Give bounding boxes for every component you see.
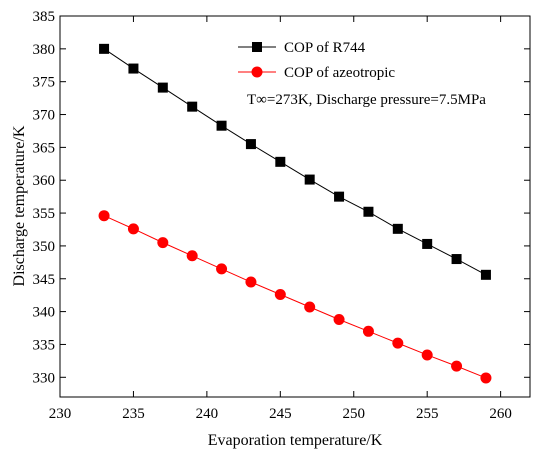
x-tick-label: 235: [122, 406, 145, 422]
series-layer: [98, 43, 492, 384]
data-point-circle: [127, 223, 139, 235]
data-point-circle: [333, 313, 345, 325]
data-point-circle: [245, 276, 257, 288]
y-tick-label: 345: [33, 272, 56, 288]
series-2: [98, 210, 492, 384]
x-tick-labels: 230 235 240 245 250 255 260: [49, 406, 512, 422]
data-point-square: [392, 223, 403, 234]
y-tick-label: 350: [33, 239, 56, 255]
y-tick-label: 360: [33, 173, 56, 189]
axis-ticks: [59, 15, 530, 397]
data-point-square: [216, 120, 227, 131]
y-tick-label: 355: [33, 206, 56, 222]
y-axis-label: Discharge temperature/K: [11, 125, 28, 286]
y-tick-label: 340: [33, 305, 56, 321]
data-point-circle: [98, 210, 110, 222]
data-point-square: [275, 156, 286, 167]
data-point-circle: [362, 325, 374, 337]
data-point-square: [128, 63, 139, 74]
x-tick-label: 230: [49, 406, 72, 422]
data-point-square: [334, 191, 345, 202]
data-point-square: [304, 174, 315, 185]
data-point-square: [245, 139, 256, 150]
legend: COP of R744 COP of azeotropic: [238, 40, 395, 81]
data-point-square: [157, 82, 168, 93]
x-tick-label: 250: [343, 406, 366, 422]
x-tick-label: 255: [416, 406, 439, 422]
legend-label-r744: COP of R744: [284, 40, 366, 56]
plot-frame: [59, 15, 531, 398]
data-point-square: [363, 206, 374, 217]
data-point-square: [99, 43, 110, 54]
data-point-circle: [392, 337, 404, 349]
legend-label-azeotropic: COP of azeotropic: [284, 65, 395, 81]
legend-marker-azeotropic: [251, 66, 263, 78]
y-tick-label: 335: [33, 337, 56, 353]
x-tick-label: 240: [196, 406, 219, 422]
data-point-circle: [304, 301, 316, 313]
x-axis-label: Evaporation temperature/K: [208, 432, 383, 449]
data-point-square: [187, 101, 198, 112]
y-tick-label: 380: [33, 42, 56, 58]
y-tick-labels: 330 335 340 345 350 355 360 365 370 375 380 385: [33, 9, 56, 386]
y-tick-label: 375: [33, 75, 56, 91]
data-point-circle: [421, 349, 433, 361]
data-point-square: [480, 269, 491, 280]
data-point-circle: [451, 360, 463, 372]
x-tick-label: 260: [489, 406, 512, 422]
series-1: [99, 43, 491, 280]
data-point-circle: [480, 372, 492, 384]
chart-annotation: T∞=273K, Discharge pressure=7.5MPa: [247, 92, 486, 108]
x-tick-label: 245: [269, 406, 292, 422]
data-point-circle: [216, 263, 228, 275]
data-point-square: [422, 238, 433, 249]
y-tick-label: 330: [33, 370, 56, 386]
legend-marker-r744: [252, 42, 262, 52]
data-point-circle: [274, 289, 286, 301]
data-point-circle: [157, 237, 169, 249]
y-tick-label: 385: [33, 9, 56, 25]
y-tick-label: 370: [33, 108, 56, 124]
data-point-circle: [186, 250, 198, 262]
data-point-square: [451, 254, 462, 265]
y-tick-label: 365: [33, 140, 56, 156]
